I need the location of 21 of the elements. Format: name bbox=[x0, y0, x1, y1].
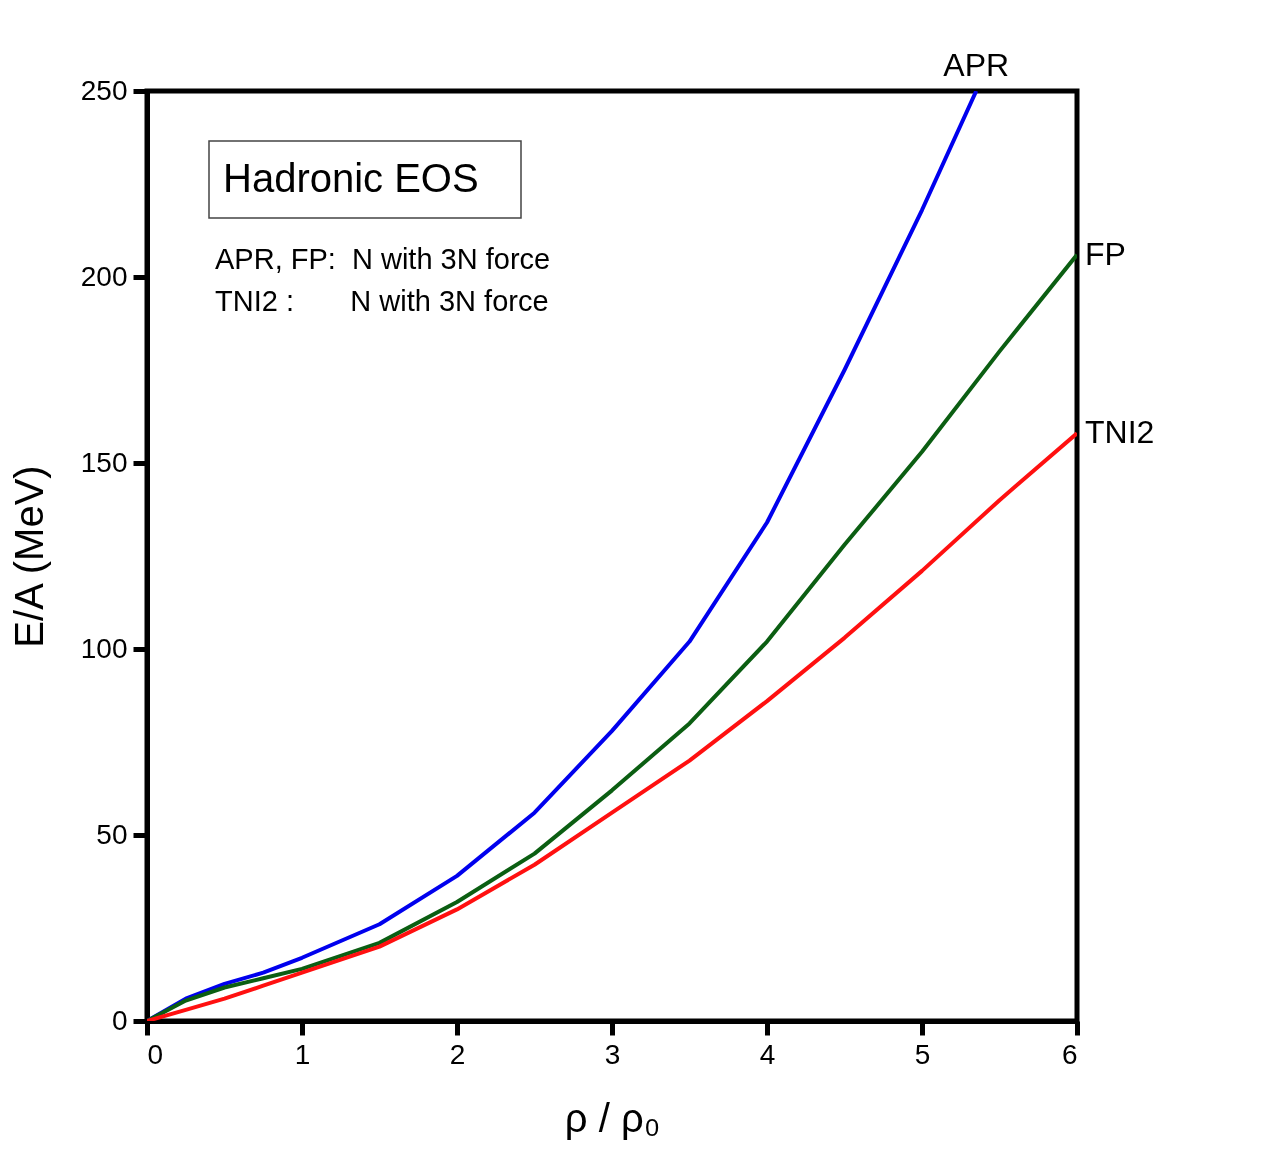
y-tick-label: 250 bbox=[80, 74, 128, 106]
annotation: APR, FP: N with 3N force bbox=[215, 243, 551, 275]
y-axis-title: E/A (MeV) bbox=[6, 465, 51, 648]
series-label: APR bbox=[943, 47, 1010, 83]
series-label: TNI2 bbox=[1085, 414, 1155, 451]
series-label: FP bbox=[1085, 235, 1126, 272]
y-tick-label: 100 bbox=[80, 632, 128, 664]
x-tick-label: 6 bbox=[1061, 1038, 1078, 1070]
x-tick-label: 2 bbox=[449, 1038, 466, 1070]
annotation: TNI2 : N with 3N force bbox=[215, 285, 549, 317]
annotation: Hadronic EOS bbox=[223, 156, 479, 200]
x-tick-label: 3 bbox=[604, 1038, 621, 1070]
y-tick-label: 150 bbox=[80, 446, 128, 478]
y-tick-label: 50 bbox=[96, 818, 128, 850]
y-tick-label: 200 bbox=[80, 260, 128, 292]
y-tick-label: 0 bbox=[111, 1004, 128, 1036]
x-tick-label: 5 bbox=[914, 1038, 931, 1070]
x-axis-title: ρ / ρ₀ bbox=[564, 1095, 661, 1140]
x-tick-label: 0 bbox=[147, 1038, 164, 1070]
x-tick-label: 1 bbox=[294, 1038, 311, 1070]
x-tick-label: 4 bbox=[759, 1038, 776, 1070]
